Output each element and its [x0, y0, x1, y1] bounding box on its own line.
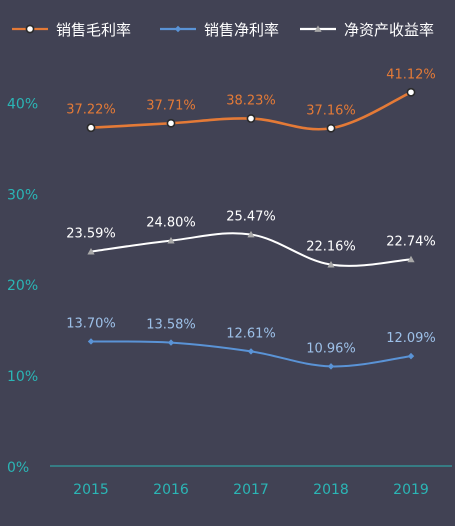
series: 13.70% 13.58% 12.61% 10.96% 12.09%: [66, 316, 436, 370]
series: 37.22% 37.71% 38.23% 37.16% 41.12%: [66, 67, 436, 133]
legend-item: 净资产收益率: [300, 21, 434, 39]
data-label: 25.47%: [226, 210, 276, 225]
legend: 销售毛利率 销售净利率 净资产收益率: [12, 21, 434, 39]
legend-marker: [174, 25, 182, 33]
x-tick-label: 2018: [313, 482, 349, 498]
y-tick-label: 10%: [7, 369, 38, 385]
legend-marker: [314, 25, 322, 32]
data-label: 38.23%: [226, 94, 276, 109]
legend-marker: [25, 24, 35, 34]
data-label: 37.16%: [306, 103, 356, 118]
data-label: 13.70%: [66, 316, 116, 331]
data-label: 13.58%: [146, 318, 196, 333]
legend-label: 销售净利率: [204, 21, 279, 39]
data-point: [406, 87, 416, 97]
y-tick-label: 30%: [7, 187, 38, 203]
data-label: 41.12%: [386, 67, 436, 82]
y-tick-label: 40%: [7, 96, 38, 112]
data-point: [87, 247, 95, 255]
x-tick-label: 2016: [153, 482, 189, 498]
data-point: [247, 348, 255, 355]
data-label: 23.59%: [66, 227, 116, 242]
data-label: 12.09%: [386, 331, 436, 346]
x-tick-label: 2019: [393, 482, 429, 498]
data-point: [247, 230, 255, 238]
data-point: [327, 363, 335, 370]
x-tick-label: 2017: [233, 482, 269, 498]
y-tick-label: 20%: [7, 278, 38, 294]
y-tick-label: 0%: [7, 460, 29, 476]
legend-item: 销售净利率: [160, 21, 279, 39]
y-axis: 0% 10% 20% 30% 40%: [7, 96, 38, 476]
data-point: [327, 260, 335, 268]
data-label: 37.71%: [146, 98, 196, 113]
data-label: 10.96%: [306, 341, 356, 356]
data-point: [87, 338, 95, 345]
data-label: 22.74%: [386, 234, 436, 249]
data-label: 12.61%: [226, 326, 276, 341]
data-point: [166, 118, 176, 128]
data-point: [246, 114, 256, 123]
legend-item: 销售毛利率: [12, 21, 131, 39]
data-label: 22.16%: [306, 240, 356, 255]
x-axis: 2015 2016 2017 2018 2019: [50, 465, 452, 498]
data-point: [167, 339, 175, 346]
data-label: 37.22%: [66, 103, 116, 118]
data-point: [167, 236, 175, 244]
data-point: [407, 255, 415, 263]
data-point: [326, 123, 336, 133]
series-layer: 37.22% 37.71% 38.23% 37.16% 41.12% 13.70% 13.5…: [66, 67, 436, 370]
data-label: 24.80%: [146, 216, 196, 231]
legend-label: 销售毛利率: [56, 21, 131, 39]
data-point: [86, 123, 96, 133]
data-point: [407, 352, 415, 360]
x-tick-label: 2015: [73, 482, 109, 498]
series: 23.59% 24.80% 25.47% 22.16% 22.74%: [66, 210, 436, 268]
legend-label: 净资产收益率: [344, 21, 434, 39]
